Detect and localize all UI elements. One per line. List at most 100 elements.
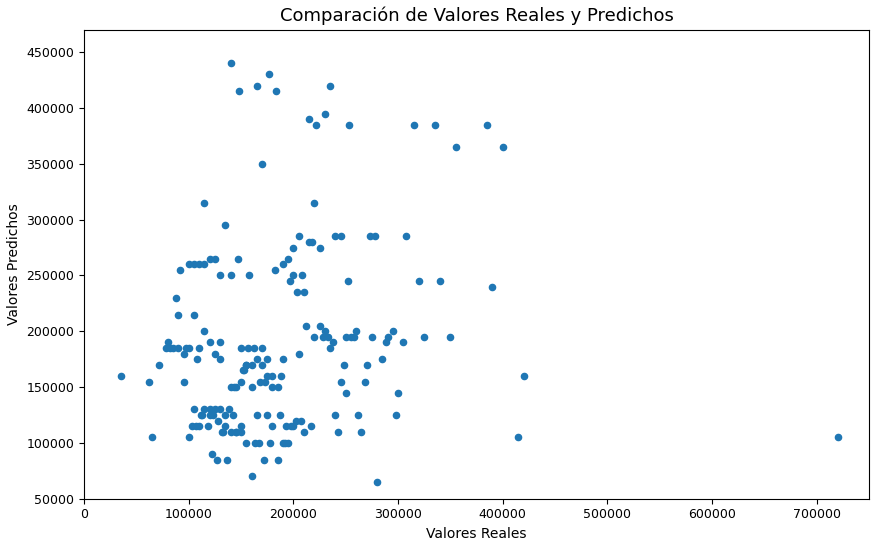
Point bbox=[399, 232, 413, 241]
Point bbox=[283, 277, 297, 286]
Point bbox=[376, 355, 390, 363]
Point bbox=[205, 450, 219, 459]
Point bbox=[360, 361, 374, 369]
Point bbox=[231, 254, 245, 263]
Point bbox=[237, 366, 251, 375]
Y-axis label: Valores Predichos: Valores Predichos bbox=[7, 203, 21, 325]
Point bbox=[357, 377, 371, 386]
Point bbox=[152, 361, 166, 369]
Point bbox=[355, 427, 369, 436]
Point bbox=[265, 372, 279, 380]
Point bbox=[234, 344, 248, 352]
Point bbox=[190, 355, 204, 363]
Point bbox=[173, 265, 187, 274]
Point bbox=[276, 438, 290, 447]
Point bbox=[166, 344, 180, 352]
Point bbox=[192, 260, 206, 269]
Point bbox=[161, 338, 175, 347]
Point bbox=[218, 221, 232, 230]
Point bbox=[830, 433, 844, 442]
Point bbox=[177, 377, 191, 386]
Point bbox=[234, 427, 248, 436]
Point bbox=[181, 344, 195, 352]
Point bbox=[485, 282, 499, 291]
Point bbox=[202, 338, 216, 347]
Point bbox=[412, 277, 426, 286]
Point bbox=[202, 405, 216, 414]
Point bbox=[297, 288, 311, 296]
Point bbox=[344, 333, 358, 341]
Point bbox=[223, 427, 237, 436]
Point bbox=[202, 254, 216, 263]
Point bbox=[218, 422, 232, 431]
Point bbox=[350, 327, 364, 336]
Point bbox=[406, 121, 420, 129]
Point bbox=[239, 361, 253, 369]
Point bbox=[274, 372, 288, 380]
Point bbox=[197, 405, 211, 414]
Point bbox=[244, 472, 258, 481]
Point bbox=[252, 438, 266, 447]
Point bbox=[290, 288, 304, 296]
Point bbox=[145, 433, 159, 442]
Point bbox=[449, 142, 463, 151]
Point bbox=[223, 383, 237, 391]
Point bbox=[255, 344, 269, 352]
Point bbox=[260, 410, 274, 419]
Point bbox=[286, 243, 300, 252]
Point bbox=[258, 455, 272, 464]
Point bbox=[299, 321, 313, 330]
Point bbox=[389, 410, 403, 419]
Point bbox=[341, 277, 355, 286]
Point bbox=[318, 327, 332, 336]
Point bbox=[323, 81, 337, 90]
Point bbox=[172, 344, 186, 352]
Point bbox=[276, 260, 290, 269]
Point bbox=[208, 349, 222, 358]
Point bbox=[427, 121, 442, 129]
Point bbox=[286, 422, 300, 431]
Point bbox=[334, 232, 348, 241]
Point bbox=[163, 344, 177, 352]
Point bbox=[292, 349, 306, 358]
Point bbox=[305, 238, 319, 247]
X-axis label: Valores Reales: Valores Reales bbox=[427, 527, 526, 541]
Point bbox=[210, 455, 224, 464]
Point bbox=[293, 416, 307, 425]
Point bbox=[192, 344, 206, 352]
Point bbox=[250, 410, 264, 419]
Point bbox=[297, 427, 311, 436]
Point bbox=[218, 410, 232, 419]
Point bbox=[363, 232, 377, 241]
Point bbox=[443, 333, 457, 341]
Point bbox=[281, 438, 295, 447]
Point bbox=[223, 271, 237, 280]
Point bbox=[221, 455, 235, 464]
Point bbox=[272, 410, 286, 419]
Point bbox=[243, 271, 257, 280]
Point bbox=[260, 372, 274, 380]
Point bbox=[181, 260, 195, 269]
Point bbox=[216, 427, 230, 436]
Point bbox=[181, 433, 195, 442]
Point bbox=[226, 410, 240, 419]
Point bbox=[234, 422, 248, 431]
Point bbox=[187, 260, 201, 269]
Point bbox=[302, 115, 316, 123]
Point bbox=[177, 349, 191, 358]
Point bbox=[265, 422, 279, 431]
Point bbox=[496, 142, 510, 151]
Point bbox=[292, 232, 306, 241]
Point bbox=[512, 433, 526, 442]
Point bbox=[262, 70, 276, 79]
Point bbox=[385, 327, 399, 336]
Point bbox=[187, 405, 201, 414]
Point bbox=[213, 355, 227, 363]
Point bbox=[307, 198, 321, 207]
Point bbox=[339, 389, 353, 397]
Point bbox=[321, 333, 335, 341]
Point bbox=[278, 438, 292, 447]
Point bbox=[201, 422, 215, 431]
Point bbox=[172, 310, 186, 319]
Point bbox=[271, 383, 285, 391]
